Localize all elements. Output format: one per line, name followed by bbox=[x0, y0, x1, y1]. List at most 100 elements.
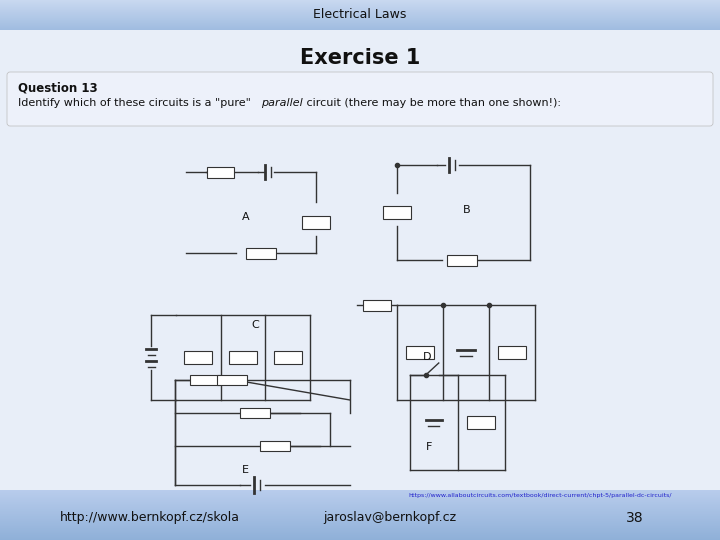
Bar bbox=[0, 19, 720, 20]
Bar bbox=[0, 512, 720, 513]
Bar bbox=[246, 247, 276, 259]
Bar bbox=[0, 529, 720, 530]
Bar bbox=[406, 346, 434, 359]
Bar bbox=[0, 499, 720, 500]
Bar bbox=[0, 522, 720, 523]
Text: Question 13: Question 13 bbox=[18, 82, 98, 94]
Bar bbox=[0, 515, 720, 516]
Bar bbox=[0, 531, 720, 532]
Bar bbox=[0, 538, 720, 539]
Bar bbox=[0, 8, 720, 9]
Text: D: D bbox=[423, 353, 431, 362]
Bar bbox=[0, 12, 720, 13]
Bar bbox=[0, 520, 720, 521]
Bar bbox=[383, 206, 411, 219]
Bar bbox=[0, 517, 720, 518]
Bar bbox=[0, 500, 720, 501]
Bar bbox=[0, 6, 720, 7]
Bar bbox=[0, 25, 720, 26]
Bar bbox=[0, 22, 720, 23]
Bar bbox=[0, 14, 720, 15]
Bar bbox=[0, 525, 720, 526]
Bar bbox=[190, 375, 220, 385]
Bar bbox=[0, 508, 720, 509]
Bar bbox=[0, 503, 720, 504]
Bar bbox=[0, 509, 720, 510]
Bar bbox=[0, 2, 720, 3]
Bar bbox=[0, 17, 720, 18]
Bar bbox=[0, 514, 720, 515]
Bar bbox=[0, 534, 720, 535]
Text: B: B bbox=[463, 205, 471, 215]
Bar bbox=[0, 3, 720, 4]
Bar bbox=[240, 408, 270, 418]
Bar bbox=[302, 215, 330, 228]
Bar bbox=[0, 10, 720, 11]
Bar bbox=[0, 15, 720, 16]
Bar bbox=[0, 539, 720, 540]
Bar bbox=[0, 16, 720, 17]
Bar bbox=[260, 441, 290, 451]
Bar bbox=[0, 1, 720, 2]
Bar bbox=[184, 351, 212, 364]
Text: F: F bbox=[426, 442, 432, 453]
Bar bbox=[0, 521, 720, 522]
Bar bbox=[0, 497, 720, 498]
Bar bbox=[0, 526, 720, 527]
Bar bbox=[0, 504, 720, 505]
Bar bbox=[0, 492, 720, 493]
Text: parallel: parallel bbox=[261, 98, 302, 108]
Bar bbox=[207, 166, 233, 178]
Bar bbox=[0, 11, 720, 12]
Bar bbox=[0, 4, 720, 5]
Bar bbox=[0, 519, 720, 520]
Text: https://www.allaboutcircuits.com/textbook/direct-current/chpt-5/parallel-dc-circ: https://www.allaboutcircuits.com/textboo… bbox=[408, 494, 672, 498]
Bar bbox=[0, 24, 720, 25]
Text: A: A bbox=[242, 212, 250, 222]
Bar bbox=[0, 496, 720, 497]
Bar bbox=[0, 536, 720, 537]
Bar bbox=[0, 23, 720, 24]
Text: E: E bbox=[241, 465, 248, 475]
Bar bbox=[0, 532, 720, 533]
Text: http://www.bernkopf.cz/skola: http://www.bernkopf.cz/skola bbox=[60, 511, 240, 524]
Bar bbox=[0, 27, 720, 28]
Bar bbox=[217, 375, 247, 385]
Bar bbox=[0, 506, 720, 507]
Bar bbox=[0, 518, 720, 519]
FancyBboxPatch shape bbox=[7, 72, 713, 126]
Bar bbox=[0, 507, 720, 508]
Bar bbox=[363, 300, 391, 310]
Bar bbox=[0, 535, 720, 536]
Bar bbox=[0, 20, 720, 21]
Bar bbox=[0, 511, 720, 512]
Text: C: C bbox=[251, 320, 259, 330]
Bar bbox=[0, 505, 720, 506]
Bar bbox=[0, 533, 720, 534]
Bar bbox=[0, 502, 720, 503]
Bar bbox=[0, 510, 720, 511]
Text: jaroslav@bernkopf.cz: jaroslav@bernkopf.cz bbox=[323, 511, 456, 524]
Bar bbox=[0, 495, 720, 496]
Bar bbox=[0, 490, 720, 491]
Bar bbox=[0, 26, 720, 27]
Bar bbox=[0, 537, 720, 538]
Bar bbox=[0, 528, 720, 529]
Text: 38: 38 bbox=[626, 511, 644, 525]
Bar bbox=[0, 501, 720, 502]
Bar bbox=[0, 491, 720, 492]
Bar bbox=[0, 494, 720, 495]
Text: circuit (there may be more than one shown!):: circuit (there may be more than one show… bbox=[303, 98, 561, 108]
Bar bbox=[0, 527, 720, 528]
Bar bbox=[0, 524, 720, 525]
Bar bbox=[0, 21, 720, 22]
Bar bbox=[0, 498, 720, 499]
Text: Exercise 1: Exercise 1 bbox=[300, 48, 420, 68]
Bar bbox=[0, 513, 720, 514]
Text: Identify which of these circuits is a "pure": Identify which of these circuits is a "p… bbox=[18, 98, 254, 108]
Bar bbox=[0, 29, 720, 30]
Bar bbox=[0, 18, 720, 19]
Bar bbox=[0, 0, 720, 1]
Bar bbox=[0, 28, 720, 29]
Bar bbox=[0, 30, 720, 500]
